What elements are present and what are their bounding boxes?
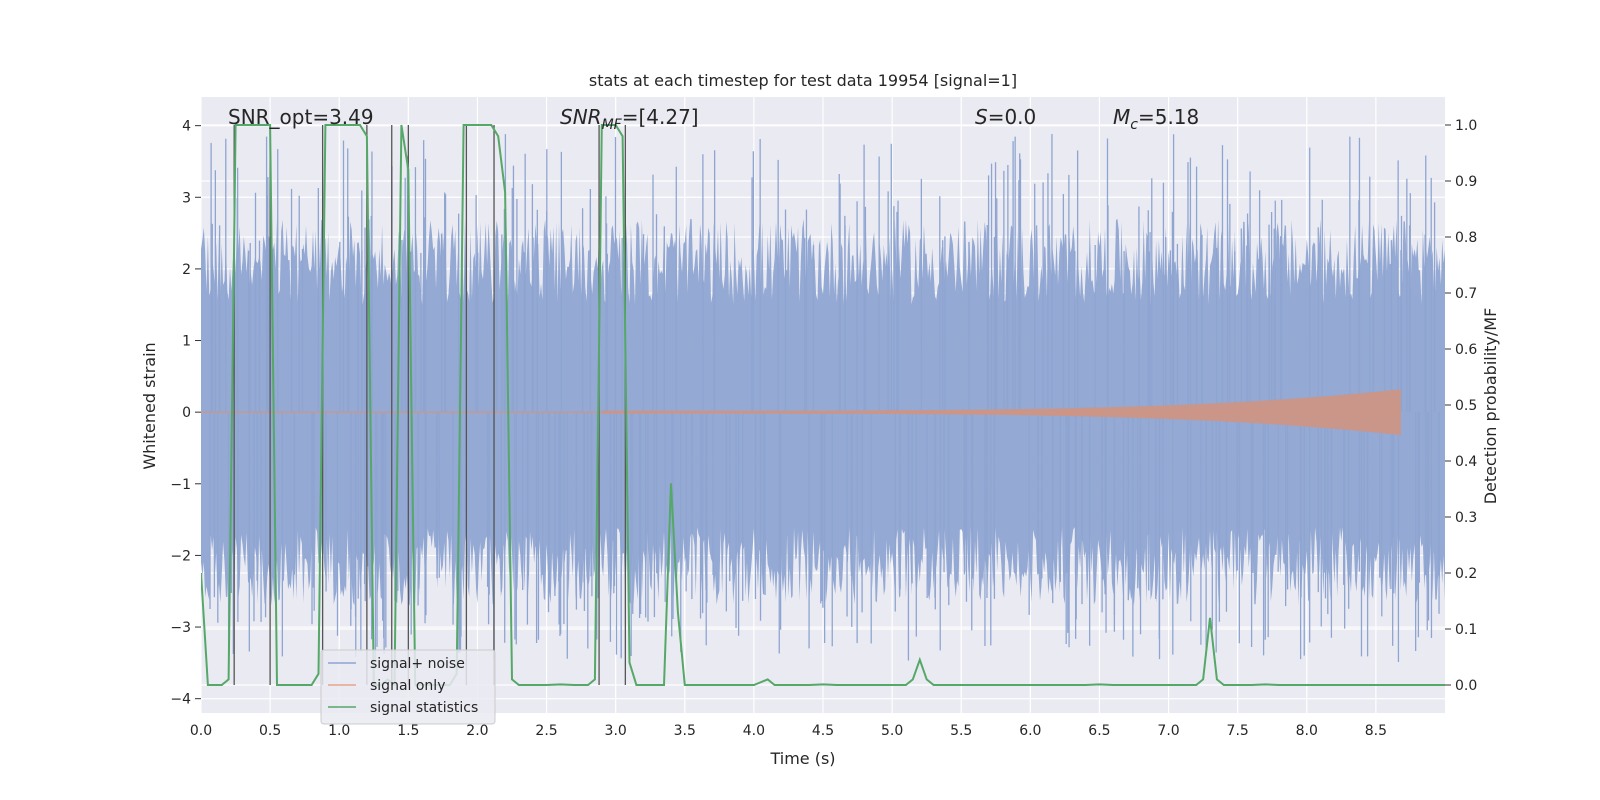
y-tick-label-left: 1 [182, 334, 191, 350]
y-tick-label-right: 0.5 [1455, 398, 1477, 414]
x-tick-label: 3.0 [605, 723, 627, 739]
y-tick-label-left: −3 [170, 620, 191, 636]
x-axis-label: Time (s) [769, 749, 835, 768]
y-tick-label-right: 0.6 [1455, 342, 1477, 358]
x-tick-label: 0.5 [259, 723, 281, 739]
y-tick-label-right: 0.0 [1455, 678, 1477, 694]
y-axis-label-right: Detection probability/MF [1481, 308, 1500, 505]
x-tick-label: 4.5 [812, 723, 834, 739]
legend-label-stats: signal statistics [370, 700, 478, 716]
legend-box [320, 649, 496, 725]
x-tick-label: 5.0 [881, 723, 903, 739]
annotation-mc: Mc=5.18 [1113, 105, 1199, 133]
snr-mf-main: SNR [560, 105, 602, 129]
y-tick-label-left: 4 [182, 119, 191, 135]
x-tick-label: 2.0 [466, 723, 488, 739]
snr-mf-sub: MF [602, 117, 623, 133]
y-tick-label-left: −2 [170, 548, 191, 564]
mc-sub: c [1130, 117, 1138, 133]
x-tick-label: 1.0 [328, 723, 350, 739]
axis-ticks: 0.0 0.5 1.0 1.5 2.0 2.5 3.0 3.5 4.0 4.5 5.0 5.5 6.0 6… [170, 118, 1477, 739]
x-tick-label: 5.5 [950, 723, 972, 739]
y-tick-label-left: −1 [170, 477, 191, 493]
snr-mf-value: =[4.27] [622, 105, 699, 129]
legend-label-noise: signal+ noise [370, 656, 465, 672]
x-tick-label: 4.0 [743, 723, 765, 739]
x-tick-label: 6.5 [1088, 723, 1110, 739]
y-tick-label-right: 1.0 [1455, 118, 1477, 134]
s-value: =0.0 [988, 105, 1037, 129]
annotation-s: S=0.0 [975, 105, 1036, 129]
x-tick-label: 3.5 [674, 723, 696, 739]
mc-main: M [1113, 105, 1130, 129]
y-tick-label-right: 0.1 [1455, 622, 1477, 638]
chart-title: stats at each timestep for test data 199… [589, 71, 1017, 90]
annotation-snr-opt: SNR_opt=3.49 [228, 105, 374, 129]
y-tick-label-right: 0.4 [1455, 454, 1477, 470]
plot-area [201, 124, 1445, 688]
y-tick-label-right: 0.7 [1455, 286, 1477, 302]
x-tick-label: 1.5 [397, 723, 419, 739]
signal-statistics-line [201, 124, 1445, 688]
y-tick-label-right: 0.2 [1455, 566, 1477, 582]
noise-spikes [209, 133, 1440, 662]
x-tick-label: 6.0 [1019, 723, 1041, 739]
x-tick-label: 2.5 [535, 723, 557, 739]
y-tick-label-left: 3 [182, 190, 191, 206]
y-tick-label-left: −4 [170, 692, 191, 708]
y-tick-label-right: 0.8 [1455, 230, 1477, 246]
legend: signal+ noise signal only signal statist… [320, 649, 496, 725]
x-tick-label: 7.5 [1227, 723, 1249, 739]
x-tick-label: 8.5 [1365, 723, 1387, 739]
y-tick-label-right: 0.3 [1455, 510, 1477, 526]
y-tick-label-left: 0 [182, 405, 191, 421]
mc-value: =5.18 [1138, 105, 1199, 129]
y-tick-label-left: 2 [182, 262, 191, 278]
legend-label-signal: signal only [370, 678, 445, 694]
x-tick-label: 0.0 [190, 723, 212, 739]
y-axis-label-left: Whitened strain [140, 342, 159, 469]
s-main: S [975, 105, 988, 129]
y-tick-label-right: 0.9 [1455, 174, 1477, 190]
x-tick-label: 8.0 [1296, 723, 1318, 739]
x-tick-label: 7.0 [1157, 723, 1179, 739]
annotation-snr-mf: SNRMF=[4.27] [560, 105, 699, 133]
